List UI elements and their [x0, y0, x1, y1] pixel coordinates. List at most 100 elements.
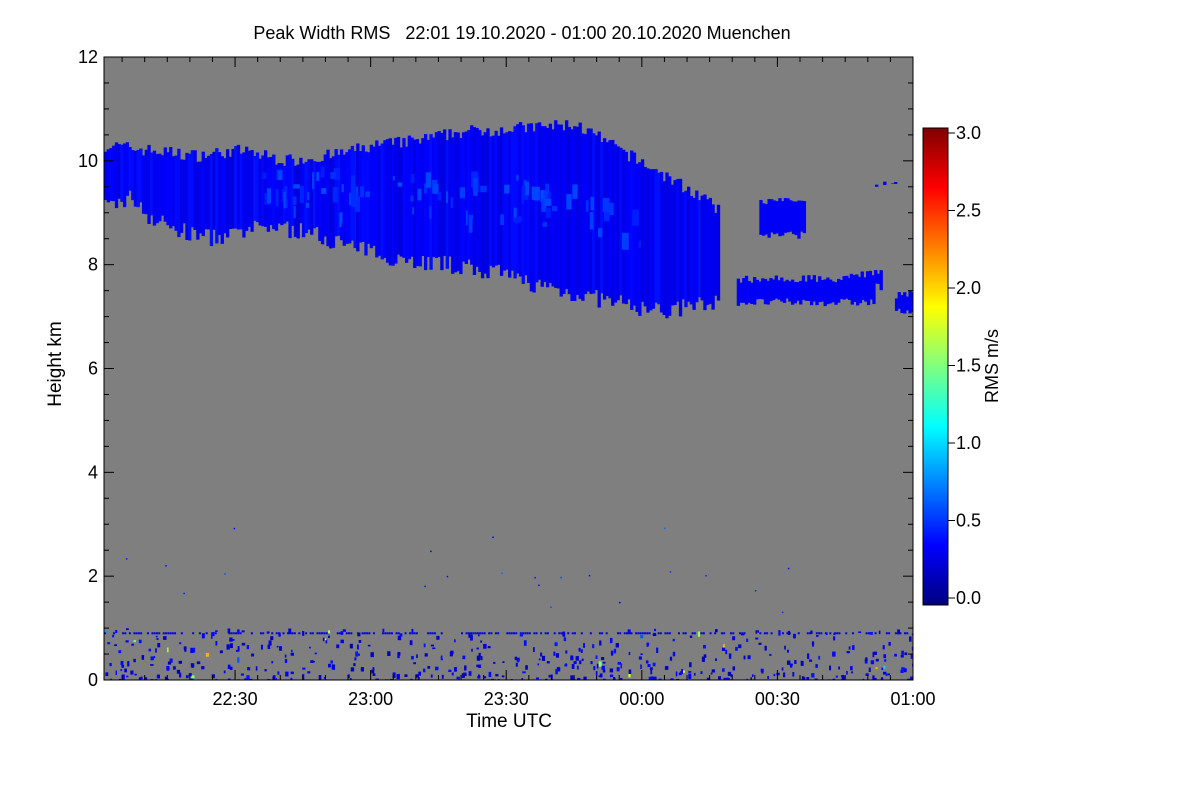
clutter-line-dot	[298, 632, 301, 635]
clutter-point	[150, 656, 154, 661]
clutter-line-dot	[345, 632, 348, 635]
cloud-column	[502, 133, 506, 271]
cloud-patch	[425, 172, 432, 188]
clutter-point	[138, 639, 142, 644]
cloud-patch	[540, 190, 546, 203]
clutter-point	[463, 672, 467, 677]
chart-title: Peak Width RMS 22:01 19.10.2020 - 01:00 …	[253, 23, 790, 43]
clutter-point	[464, 665, 467, 671]
clutter-line-dot	[320, 632, 323, 635]
cloud-fragment	[790, 279, 795, 305]
clutter-point	[664, 666, 669, 670]
clutter-point	[372, 667, 375, 671]
clutter-line-dot	[361, 632, 364, 635]
clutter-point	[127, 661, 130, 667]
cloud-column	[396, 136, 401, 255]
cloud-column	[117, 144, 121, 199]
cloud-column	[554, 120, 558, 288]
clutter-line-dot	[409, 632, 412, 635]
clutter-line-dot	[470, 632, 473, 635]
cloud-patch	[412, 207, 415, 215]
clutter-point	[118, 650, 122, 654]
clutter-point	[730, 674, 733, 677]
cloud-column	[632, 152, 637, 306]
cloud-fragment	[759, 199, 763, 235]
cloud-patch	[316, 171, 320, 181]
clutter-point	[703, 644, 706, 649]
cloud-column	[524, 132, 528, 276]
colorbar-tick-label: 1.5	[956, 356, 981, 376]
stray-point	[125, 558, 128, 560]
cloud-patch	[542, 222, 548, 227]
cloud-patch	[307, 192, 310, 201]
colorbar-tick-label: 0.0	[956, 588, 981, 608]
cloud-column	[684, 190, 688, 308]
clutter-point	[349, 643, 353, 649]
clutter-line-dot	[589, 632, 592, 635]
cloud-patch	[533, 186, 540, 201]
cloud-patch	[392, 175, 395, 181]
cloud-patch	[312, 172, 315, 190]
y-tick-label: 2	[88, 566, 98, 586]
clutter-line-dot	[372, 632, 375, 635]
clutter-point	[757, 630, 760, 633]
clutter-point	[166, 666, 169, 671]
cloud-column	[537, 122, 542, 280]
cloud-fragment	[875, 184, 879, 187]
clutter-point	[140, 676, 143, 680]
clutter-point	[330, 660, 333, 664]
cloud-fragment	[905, 296, 910, 311]
clutter-point	[651, 676, 655, 680]
clutter-point	[328, 630, 331, 634]
cloud-patch	[354, 196, 360, 213]
cloud-column	[207, 155, 211, 230]
cloud-fragment	[775, 201, 779, 234]
clutter-line-dot	[700, 632, 703, 635]
cloud-patch	[548, 192, 552, 198]
clutter-point	[885, 673, 888, 677]
cloud-column	[220, 156, 224, 244]
clutter-point	[389, 678, 393, 680]
clutter-point	[318, 674, 322, 680]
clutter-point	[126, 628, 129, 631]
cloud-patch	[351, 190, 357, 207]
cloud-column	[695, 190, 699, 303]
cloud-patch	[545, 183, 550, 199]
cloud-column	[697, 200, 702, 298]
cloud-fragment	[758, 281, 762, 299]
clutter-point	[814, 678, 818, 680]
clutter-point	[725, 649, 728, 655]
clutter-line-dot	[235, 632, 238, 635]
clutter-point	[411, 628, 414, 633]
cloud-fragment	[800, 200, 804, 232]
cloud-patch	[525, 181, 530, 196]
clutter-point	[601, 665, 605, 670]
clutter-point	[750, 677, 752, 680]
clutter-line-dot	[323, 632, 326, 635]
clutter-point	[126, 675, 129, 678]
clutter-point	[312, 660, 315, 663]
clutter-point	[416, 654, 418, 659]
clutter-point	[387, 679, 390, 680]
cloud-column	[613, 144, 618, 303]
clutter-line-dot	[580, 632, 583, 635]
cloud-column	[575, 126, 580, 295]
cloud-fragment	[837, 278, 841, 303]
clutter-point	[533, 647, 535, 653]
clutter-point	[399, 633, 403, 637]
clutter-point	[272, 676, 276, 680]
colorbar-tick-label: 2.5	[956, 201, 981, 221]
clutter-line-dot	[316, 632, 319, 635]
clutter-point	[219, 650, 223, 654]
cloud-column	[646, 168, 650, 313]
cloud-fragment	[812, 275, 816, 302]
clutter-point	[410, 678, 413, 680]
clutter-point	[150, 664, 154, 666]
clutter-line-dot	[815, 632, 818, 635]
clutter-point	[246, 675, 250, 680]
clutter-point	[176, 669, 181, 674]
clutter-point	[190, 663, 195, 668]
cloud-patch	[283, 191, 286, 209]
clutter-line-dot	[366, 632, 369, 635]
cloud-fragment	[908, 290, 912, 314]
